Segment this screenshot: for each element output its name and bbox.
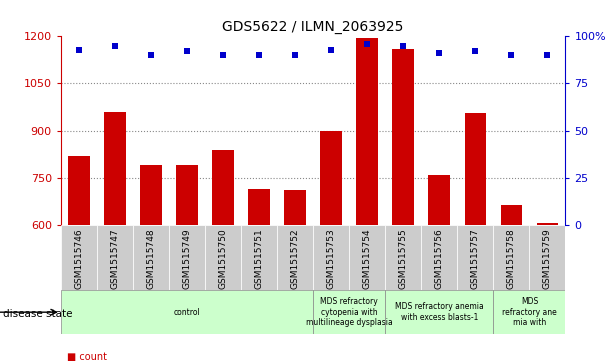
Bar — [313, 290, 385, 334]
Point — [254, 52, 264, 58]
Point — [471, 49, 480, 54]
Bar — [241, 225, 277, 290]
Point — [398, 43, 408, 49]
Bar — [133, 225, 169, 290]
Bar — [104, 112, 126, 225]
Text: GSM1515746: GSM1515746 — [74, 228, 83, 289]
Text: GSM1515754: GSM1515754 — [363, 228, 371, 289]
Bar — [320, 131, 342, 225]
Point — [290, 52, 300, 58]
Point — [362, 41, 372, 47]
Bar — [500, 205, 522, 225]
Text: control: control — [174, 308, 200, 317]
Bar — [169, 225, 205, 290]
Point — [506, 52, 516, 58]
Bar — [392, 49, 414, 225]
Text: GSM1515747: GSM1515747 — [111, 228, 119, 289]
Title: GDS5622 / ILMN_2063925: GDS5622 / ILMN_2063925 — [223, 20, 404, 34]
Bar — [205, 225, 241, 290]
Bar — [285, 191, 306, 225]
Bar — [493, 225, 530, 290]
Text: ■ count: ■ count — [67, 352, 107, 362]
Bar — [277, 225, 313, 290]
Text: GSM1515756: GSM1515756 — [435, 228, 444, 289]
Text: GSM1515751: GSM1515751 — [255, 228, 263, 289]
Text: MDS refractory anemia
with excess blasts-1: MDS refractory anemia with excess blasts… — [395, 302, 483, 322]
Bar — [457, 225, 493, 290]
Bar — [385, 225, 421, 290]
Point — [218, 52, 228, 58]
Text: GSM1515750: GSM1515750 — [218, 228, 227, 289]
Text: GSM1515753: GSM1515753 — [326, 228, 336, 289]
Point — [435, 50, 444, 56]
Text: GSM1515752: GSM1515752 — [291, 228, 300, 289]
Text: MDS refractory
cytopenia with
multilineage dysplasia: MDS refractory cytopenia with multilinea… — [306, 297, 393, 327]
Bar — [212, 150, 234, 225]
Point — [146, 52, 156, 58]
Text: GSM1515749: GSM1515749 — [182, 228, 192, 289]
Bar — [537, 224, 558, 225]
Bar — [61, 225, 97, 290]
Bar — [349, 225, 385, 290]
Point — [182, 49, 192, 54]
Point — [74, 46, 84, 52]
Point — [326, 46, 336, 52]
Bar — [140, 165, 162, 225]
Bar — [313, 225, 349, 290]
Bar — [530, 225, 565, 290]
Text: disease state: disease state — [3, 309, 72, 319]
Bar — [385, 290, 493, 334]
Bar — [493, 290, 565, 334]
Text: GSM1515755: GSM1515755 — [399, 228, 408, 289]
Bar — [248, 189, 270, 225]
Bar — [429, 175, 450, 225]
Text: GSM1515757: GSM1515757 — [471, 228, 480, 289]
Bar — [176, 165, 198, 225]
Bar — [68, 156, 89, 225]
Text: GSM1515748: GSM1515748 — [147, 228, 156, 289]
Text: GSM1515759: GSM1515759 — [543, 228, 552, 289]
Bar — [465, 113, 486, 225]
Bar — [356, 38, 378, 225]
Point — [542, 52, 552, 58]
Bar — [61, 290, 313, 334]
Point — [110, 43, 120, 49]
Bar — [421, 225, 457, 290]
Bar — [97, 225, 133, 290]
Text: MDS
refractory ane
mia with: MDS refractory ane mia with — [502, 297, 557, 327]
Text: GSM1515758: GSM1515758 — [507, 228, 516, 289]
